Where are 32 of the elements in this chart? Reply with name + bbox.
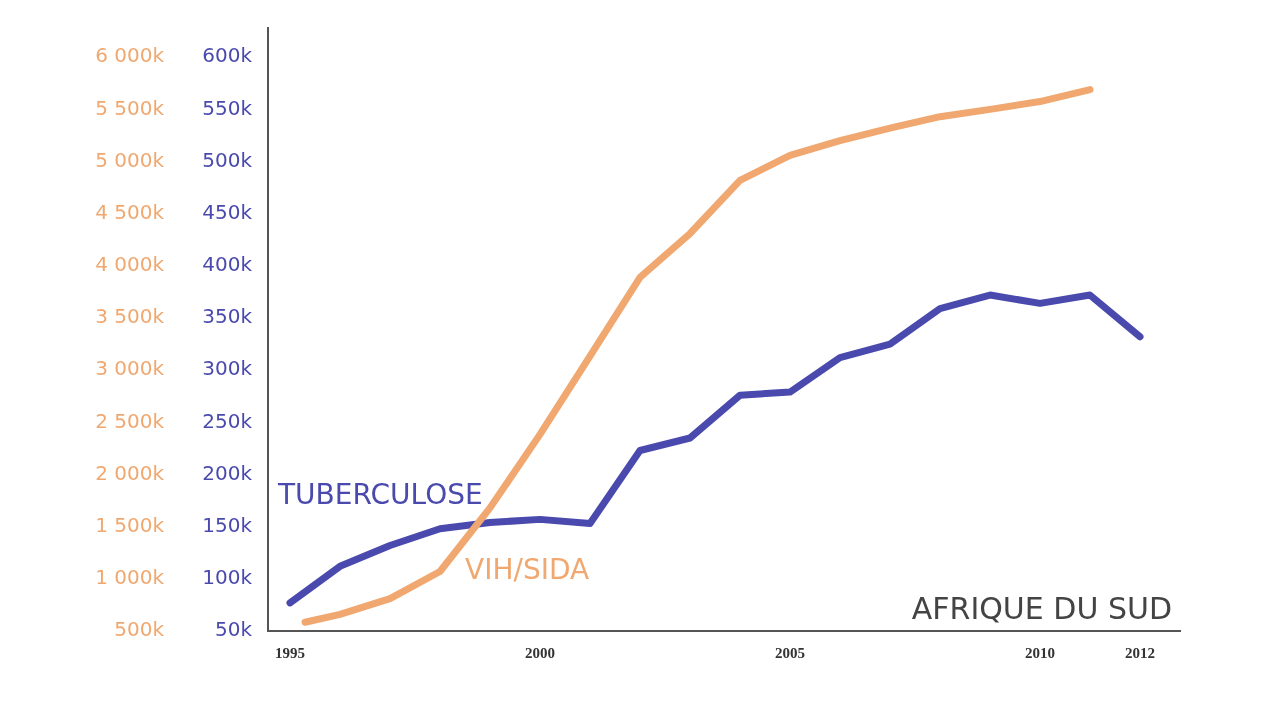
y2-tick-label: 4 500k: [95, 199, 165, 224]
y-tick-label: 300k: [202, 356, 253, 381]
y-tick-label: 600k: [202, 43, 253, 68]
y-tick-label: 50k: [214, 617, 253, 642]
y-tick-label: 200k: [202, 460, 253, 485]
y2-tick-label: 3 000k: [95, 356, 165, 381]
x-tick-label: 2010: [1025, 644, 1055, 661]
y2-tick-label: 2 000k: [95, 460, 165, 485]
y2-tick-label: 5 000k: [95, 147, 165, 172]
y2-tick-label: 500k: [114, 617, 165, 642]
y-tick-label: 450k: [202, 199, 253, 224]
y2-tick-label: 5 500k: [95, 95, 165, 120]
y-tick-label: 100k: [202, 565, 253, 590]
y-tick-label: 150k: [202, 512, 253, 537]
y2-tick-label: 6 000k: [95, 43, 165, 68]
y2-tick-label: 4 000k: [95, 252, 165, 277]
x-tick-label: 2005: [775, 644, 805, 661]
y-tick-label: 500k: [202, 147, 253, 172]
y-tick-label: 550k: [202, 95, 253, 120]
x-tick-label: 2000: [525, 644, 555, 661]
x-tick-label: 1995: [275, 644, 305, 661]
y2-tick-label: 3 500k: [95, 304, 165, 329]
y2-tick-label: 1 000k: [95, 565, 165, 590]
series-label: TUBERCULOSE: [277, 477, 483, 511]
y-tick-label: 400k: [202, 252, 253, 277]
y-tick-label: 350k: [202, 304, 253, 329]
y2-tick-label: 2 500k: [95, 408, 165, 433]
x-tick-label: 2012: [1125, 644, 1155, 661]
series-label: VIH/SIDA: [465, 553, 590, 587]
y-tick-label: 250k: [202, 408, 253, 433]
text: AFRIQUE DU SUD: [911, 591, 1172, 626]
y2-tick-label: 1 500k: [95, 512, 165, 537]
